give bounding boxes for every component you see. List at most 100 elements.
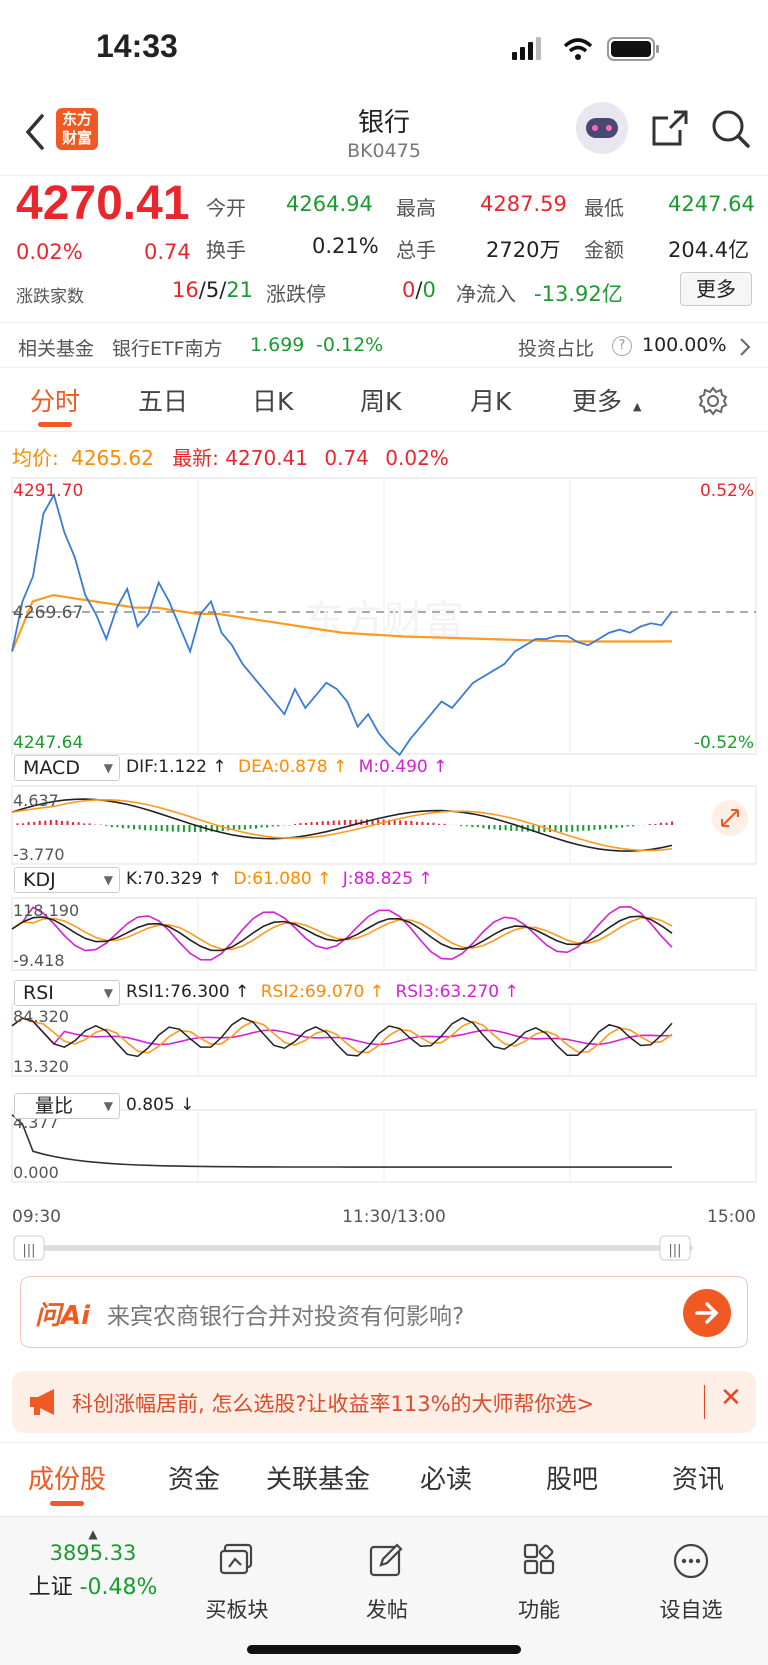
megaphone-icon xyxy=(30,1389,54,1415)
tab-constituents[interactable]: 成份股 xyxy=(28,1465,107,1495)
ratio-label: 投资占比 xyxy=(518,338,595,360)
subtab-indicator xyxy=(50,1501,84,1506)
wifi-icon xyxy=(563,38,593,48)
tab-must-read[interactable]: 必读 xyxy=(420,1465,473,1495)
tab-more[interactable]: 更多 xyxy=(572,387,623,416)
kdj-selector[interactable]: KDJ ▼ xyxy=(14,867,120,893)
limit-label: 涨跌停 xyxy=(266,282,326,306)
battery-icon xyxy=(607,37,655,61)
status-bar: 14:33 xyxy=(0,0,768,100)
promo-divider xyxy=(704,1385,705,1419)
more-dots-icon xyxy=(673,1543,709,1579)
logo-line1: 东方 xyxy=(61,110,92,128)
high-value: 4287.59 xyxy=(480,192,567,216)
amount-label: 金额 xyxy=(584,238,624,262)
tab-related-funds[interactable]: 关联基金 xyxy=(266,1465,371,1495)
svg-text:|||: ||| xyxy=(668,1243,681,1258)
promo-text[interactable]: 科创涨幅居前, 怎么选股?让收益率113%的大师帮你选> xyxy=(72,1392,595,1416)
macd-histogram xyxy=(16,819,673,833)
axis-bottom-label: 4247.64 xyxy=(13,733,83,753)
netflow-label: 净流入 xyxy=(456,282,516,306)
functions-button[interactable]: 功能 xyxy=(484,1541,594,1624)
fund-change: -0.12% xyxy=(316,334,384,356)
post-button[interactable]: 发帖 xyxy=(332,1541,442,1624)
axis-mid-label: 4269.67 xyxy=(13,603,83,623)
range-handle-left xyxy=(13,1235,45,1261)
nav-header: 东方 财富 银行 BK0475 xyxy=(0,100,768,176)
kdj-bottom-label: -9.418 xyxy=(13,951,65,970)
ai-suggestion-text[interactable]: 来宾农商银行合并对投资有何影响? xyxy=(107,1304,465,1330)
updown-label: 涨跌家数 xyxy=(16,287,84,307)
kdj-k-line xyxy=(11,915,673,952)
share-icon[interactable] xyxy=(650,108,690,148)
settings-gear-icon[interactable] xyxy=(698,386,728,416)
volume-label: 总手 xyxy=(396,238,436,262)
active-tab-indicator xyxy=(38,422,72,427)
axis-bottom-pct: -0.52% xyxy=(694,733,754,753)
logo-line2: 财富 xyxy=(61,129,92,147)
macd-dea-line xyxy=(11,798,673,852)
page-title: 银行 xyxy=(357,108,410,138)
brand-logo[interactable]: 东方 财富 xyxy=(56,108,98,150)
volratio-line xyxy=(11,1114,672,1168)
search-icon[interactable] xyxy=(710,108,752,150)
add-watchlist-button[interactable]: 设自选 xyxy=(636,1541,746,1624)
buy-sector-button[interactable]: 买板块 xyxy=(182,1541,292,1624)
tab-funds-flow[interactable]: 资金 xyxy=(168,1465,221,1495)
tab-intraday[interactable]: 分时 xyxy=(30,387,81,416)
rsi-selector[interactable]: RSI ▼ xyxy=(14,980,120,1006)
index-value: 3895.33 xyxy=(49,1541,137,1565)
quote-panel: 4270.41 0.02% 0.74 今开 4264.94 最高 4287.59… xyxy=(0,176,768,320)
rsi-top-label: 84.320 xyxy=(13,1007,69,1026)
kdj-values: K:70.329 ↑ D:61.080 ↑ J:88.825 ↑ xyxy=(126,869,433,889)
fund-name: 银行ETF南方 xyxy=(112,338,223,360)
close-icon[interactable]: ✕ xyxy=(720,1383,742,1413)
ratio-value: 100.00% xyxy=(642,334,727,356)
more-button[interactable]: 更多 xyxy=(680,272,752,306)
range-handle-right xyxy=(659,1235,691,1261)
index-ticker[interactable]: ▲ 3895.33 上证 -0.48% xyxy=(18,1527,168,1601)
back-icon[interactable] xyxy=(22,112,48,152)
related-fund-row[interactable]: 相关基金 银行ETF南方 1.699 -0.12% 投资占比 ? 100.00% xyxy=(0,322,768,368)
arrow-right-icon xyxy=(695,1302,719,1324)
tab-five-day[interactable]: 五日 xyxy=(138,387,189,416)
updown-counts: 16/5/21 xyxy=(172,278,253,302)
tab-week-k[interactable]: 周K xyxy=(360,387,402,416)
x-label-midday: 11:30/13:00 xyxy=(342,1207,446,1227)
promo-banner[interactable]: 科创涨幅居前, 怎么选股?让收益率113%的大师帮你选> ✕ xyxy=(12,1371,756,1433)
buy-sector-icon xyxy=(219,1543,253,1575)
volratio-selector[interactable]: 量比 ▼ xyxy=(14,1093,120,1119)
intraday-info-line: 均价: 4265.62 最新: 4270.41 0.74 0.02% xyxy=(12,446,449,470)
turnover-label: 换手 xyxy=(206,238,246,262)
help-icon[interactable]: ? xyxy=(612,336,632,356)
content-tabs: 成份股 资金 关联基金 必读 股吧 资讯 xyxy=(0,1442,768,1506)
macd-selector[interactable]: MACD ▼ xyxy=(14,755,120,781)
change-value: 0.74 xyxy=(144,240,191,264)
signal-icon xyxy=(512,52,517,60)
low-label: 最低 xyxy=(584,196,624,220)
x-label-open: 09:30 xyxy=(12,1207,61,1227)
bottom-toolbar: ▲ 3895.33 上证 -0.48% 买板块 发帖 功能 设自选 xyxy=(0,1516,768,1665)
chevron-right-icon xyxy=(740,338,751,356)
netflow-value: -13.92亿 xyxy=(534,282,623,306)
rsi-bottom-label: 13.320 xyxy=(13,1057,69,1076)
open-value: 4264.94 xyxy=(286,192,373,216)
assistant-avatar[interactable] xyxy=(576,102,628,154)
kdj-j-line xyxy=(11,905,673,961)
volume-value: 2720万 xyxy=(486,238,561,262)
fund-label: 相关基金 xyxy=(18,338,95,360)
ai-query-box[interactable]: 问Ai 来宾农商银行合并对投资有何影响? xyxy=(20,1276,748,1348)
tab-month-k[interactable]: 月K xyxy=(470,387,512,416)
volratio-bottom-label: 0.000 xyxy=(13,1163,59,1182)
svg-text:|||: ||| xyxy=(22,1243,35,1258)
intraday-chart[interactable]: 东方财富 4291.70 4269.67 4247.64 0.52% -0.52… xyxy=(0,474,768,1264)
tab-forum[interactable]: 股吧 xyxy=(546,1465,599,1495)
turnover-value: 0.21% xyxy=(312,234,379,258)
last-price: 4270.41 xyxy=(16,177,190,230)
tab-day-k[interactable]: 日K xyxy=(252,387,294,416)
ai-submit-button[interactable] xyxy=(683,1289,731,1337)
index-name: 上证 xyxy=(28,1575,73,1600)
amount-value: 204.4亿 xyxy=(668,238,750,262)
open-label: 今开 xyxy=(206,196,246,220)
tab-news[interactable]: 资讯 xyxy=(672,1465,725,1495)
